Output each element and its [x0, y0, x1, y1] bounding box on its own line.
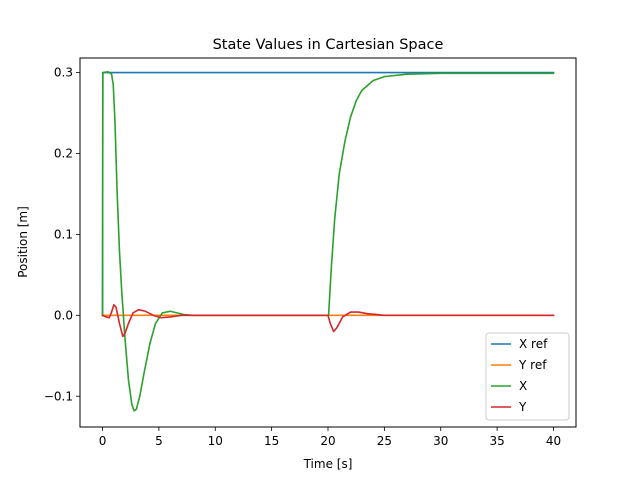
y-tick-label: 0.1 [54, 227, 73, 241]
legend-box [485, 332, 570, 421]
x-tick-label: 40 [546, 434, 561, 448]
x-tick-label: 35 [489, 434, 504, 448]
series-line-y [101, 304, 555, 338]
legend-label-y: Y [518, 400, 527, 414]
y-tick-label: 0.0 [54, 308, 73, 322]
series-line-x [101, 70, 555, 412]
legend-label-x: X [519, 379, 527, 393]
y-tick-label: −0.1 [44, 389, 73, 403]
legend: X ref Y ref XY [485, 332, 570, 421]
x-tick-label: 0 [99, 434, 107, 448]
y-axis-label: Position [m] [16, 206, 30, 278]
x-axis-label: Time [s] [303, 457, 353, 471]
x-tick-label: 15 [264, 434, 279, 448]
y-tick-label: 0.2 [54, 146, 73, 160]
x-tick-label: 25 [377, 434, 392, 448]
x-tick-label: 30 [433, 434, 448, 448]
legend-label-y-ref: Y ref [518, 358, 547, 372]
chart-title: State Values in Cartesian Space [213, 37, 444, 53]
x-tick-label: 5 [155, 434, 163, 448]
x-tick-label: 20 [320, 434, 335, 448]
legend-label-x-ref: X ref [519, 337, 548, 351]
x-tick-label: 10 [208, 434, 223, 448]
y-tick-label: 0.3 [54, 66, 73, 80]
